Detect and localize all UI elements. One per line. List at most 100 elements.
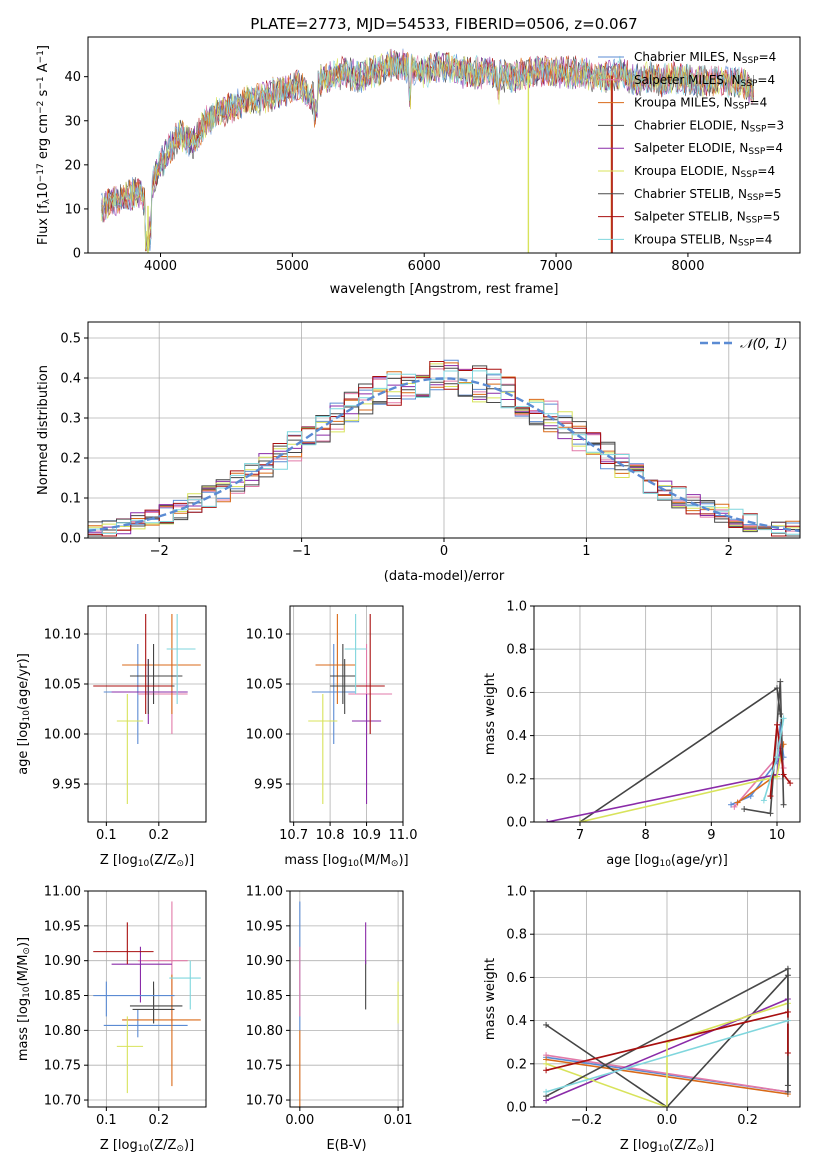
y-tick-label: 10.05 <box>44 678 81 693</box>
x-tick-label: 0.00 <box>285 1113 314 1128</box>
y-tick-label: 0.4 <box>506 1014 527 1029</box>
y-tick-label: 10.70 <box>246 1094 283 1109</box>
mass-vs-metallicity-panel: 0.1 0.2 10.70 10.75 10.80 10.85 10.90 10.95 11.0… <box>16 885 207 1154</box>
x-axis-label: Z [log10(Z/Z⊙)] <box>100 853 194 869</box>
label-part: SSP <box>748 147 765 157</box>
label-part: =4 <box>757 73 775 87</box>
x-tick-label: 6000 <box>408 259 441 274</box>
label-part: 10 <box>659 859 671 869</box>
spectrum-line <box>100 50 754 252</box>
y-tick-label: 20 <box>64 158 81 173</box>
label-part: )] <box>16 937 31 947</box>
y-tick-label: 0.4 <box>60 372 81 387</box>
label-part: erg cm <box>36 114 51 163</box>
x-tick-label: 0.1 <box>96 1113 117 1128</box>
plot-area <box>93 614 201 804</box>
x-axis-label: mass [log10(M/M⊙)] <box>284 853 408 869</box>
y-tick-label: 0 <box>73 247 81 262</box>
label-part: λ <box>42 198 52 204</box>
label-part: Chabrier STELIB, N <box>634 187 747 201</box>
plot-area <box>543 965 791 1107</box>
y-tick-label: 10.00 <box>44 728 81 743</box>
y-tick-label: 10.90 <box>44 954 81 969</box>
axes-frame <box>87 890 207 1108</box>
weight-line <box>545 1019 789 1093</box>
legend-entry: Salpeter MILES, NSSP=4 <box>634 73 775 89</box>
label-part: Z [log <box>620 1138 658 1153</box>
label-part: SSP <box>733 102 750 112</box>
label-part: )] <box>184 1138 194 1153</box>
spectrum-panel: 4000 5000 6000 7000 8000 0 10 20 30 40 wavelength … <box>36 36 801 297</box>
y-tick-label: 10.85 <box>246 989 283 1004</box>
label-part: mass [log <box>284 853 347 868</box>
y-tick-label: 0.0 <box>506 816 527 831</box>
label-part: 10 <box>36 182 51 199</box>
label-part: Salpeter ELODIE, N <box>634 141 748 155</box>
x-tick-label: 0.1 <box>96 828 117 843</box>
legend-entry: Salpeter STELIB, NSSP=5 <box>634 210 780 226</box>
label-part: 10 <box>138 1144 150 1154</box>
y-tick-label: 10.75 <box>44 1059 81 1074</box>
label-part: ⊙ <box>176 1144 184 1154</box>
y-tick-label: 0.2 <box>506 1057 527 1072</box>
label-part: 10 <box>138 859 150 869</box>
y-tick-label: 10.95 <box>44 919 81 934</box>
label-part: Salpeter STELIB, N <box>634 210 746 224</box>
label-part: Kroupa MILES, N <box>634 96 733 110</box>
label-part: (Z/Z <box>669 1138 696 1153</box>
y-tick-label: 40 <box>64 70 81 85</box>
y-tick-label: 9.95 <box>254 778 283 793</box>
label-part: age [log <box>16 722 31 775</box>
x-tick-label: 8 <box>642 828 650 843</box>
y-tick-label: 0.2 <box>506 772 527 787</box>
y-tick-label: 9.95 <box>52 778 81 793</box>
label-part: =5 <box>764 187 782 201</box>
label-part: SSP <box>747 193 764 203</box>
label-part: Chabrier MILES, N <box>634 50 742 64</box>
legend-entry: Kroupa STELIB, NSSP=4 <box>634 232 772 248</box>
x-tick-label: 10.8 <box>316 828 345 843</box>
label-part: (Z/Z <box>149 1138 176 1153</box>
label-part: (age/yr)] <box>16 653 31 710</box>
y-tick-label: 0.2 <box>60 452 81 467</box>
label-part: 10 <box>22 710 32 722</box>
axes-frame <box>289 890 404 1108</box>
label-part: Salpeter MILES, N <box>634 73 741 87</box>
x-axis-label: wavelength [Angstrom, rest frame] <box>330 282 559 297</box>
x-tick-label: 2 <box>725 544 733 559</box>
legend-entry: Kroupa ELODIE, NSSP=4 <box>634 164 775 180</box>
x-axis-label: Z [log10(Z/Z⊙)] <box>100 1138 194 1154</box>
y-tick-label: 0.1 <box>60 492 81 507</box>
x-axis-label: Z [log10(Z/Z⊙)] <box>620 1138 714 1154</box>
label-part: 10 <box>348 859 360 869</box>
x-tick-label: −1 <box>292 544 311 559</box>
y-axis-label: mass weight <box>483 673 498 755</box>
histogram-step <box>88 370 800 537</box>
plot-area <box>88 359 800 537</box>
y-axis-label: Normed distribution <box>36 365 51 495</box>
plot-area <box>299 901 399 1107</box>
x-tick-label: 5000 <box>276 259 309 274</box>
x-tick-label: 0.2 <box>737 1113 758 1128</box>
label-part: s <box>36 89 51 100</box>
x-tick-label: 7000 <box>540 259 573 274</box>
label-part: ⊙ <box>391 859 399 869</box>
figure-title: PLATE=2773, MJD=54533, FIBERID=0506, z=0… <box>250 15 637 33</box>
mass-vs-extinction-panel: 0.00 0.01 10.70 10.75 10.80 10.85 10.90 10.95 11… <box>246 885 413 1154</box>
y-tick-label: 1.0 <box>506 885 527 900</box>
legend-entry: 𝒩(0, 1) <box>740 337 787 352</box>
weight-line <box>579 686 782 822</box>
x-tick-label: 8000 <box>671 259 704 274</box>
x-tick-label: 7 <box>576 828 584 843</box>
x-tick-label: 9 <box>707 828 715 843</box>
y-tick-label: 0.6 <box>506 686 527 701</box>
y-tick-label: 10.00 <box>246 728 283 743</box>
x-tick-label: 0.2 <box>148 828 169 843</box>
x-tick-label: 10.7 <box>279 828 308 843</box>
y-tick-label: 10.80 <box>44 1024 81 1039</box>
label-part: 10 <box>22 986 32 998</box>
histogram-step <box>88 361 800 537</box>
label-part: age [log <box>606 853 659 868</box>
label-part: (age/yr)] <box>671 853 728 868</box>
y-tick-label: 10.95 <box>246 919 283 934</box>
